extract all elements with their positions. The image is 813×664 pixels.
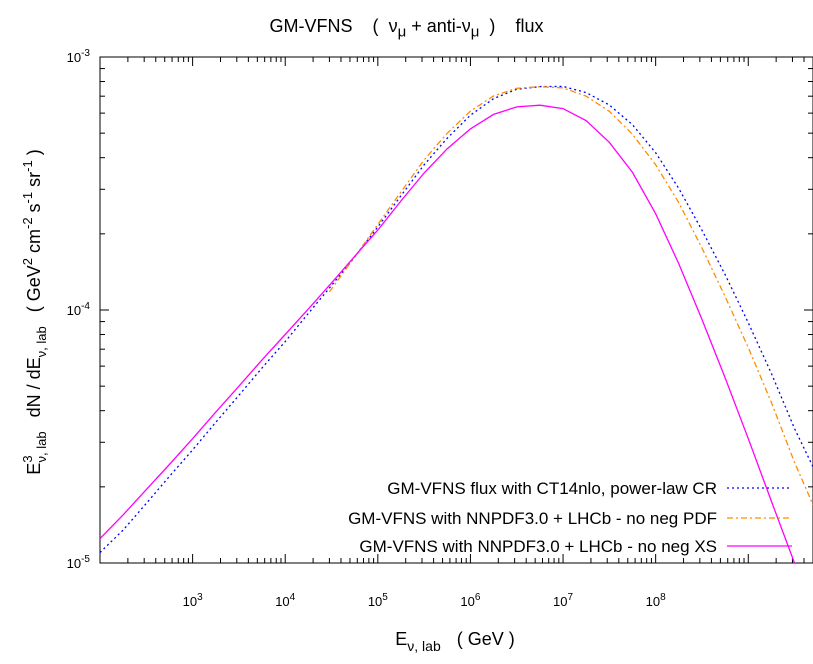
x-tick-label: 107 bbox=[553, 592, 573, 609]
title-close-paren: ) bbox=[489, 16, 496, 36]
chart-title: GM-VFNS ( νμ + anti-νμ ) flux bbox=[0, 16, 813, 41]
axis-tick-labels: 103 104 105 106 107 108 10-5 10-4 10-3 bbox=[67, 48, 666, 609]
legend-label-3: GM-VFNS with NNPDF3.0 + LHCb - no neg XS bbox=[359, 537, 717, 556]
y-tick-label: 10-5 bbox=[67, 554, 91, 571]
y-tick-label: 10-3 bbox=[67, 48, 91, 65]
title-mu-1: μ bbox=[397, 23, 407, 41]
series-line-1 bbox=[100, 85, 813, 553]
x-tick-label: 106 bbox=[460, 592, 480, 609]
y-axis-label: E3ν, labdN / dEν, lab( GeV2 cm-2 s-1 sr-… bbox=[20, 149, 49, 474]
x-axis-label: Eν, lab( GeV ) bbox=[395, 629, 515, 654]
series-line-3 bbox=[100, 104, 796, 563]
x-tick-label: 104 bbox=[275, 592, 295, 609]
series-lines bbox=[100, 85, 813, 563]
legend-label-1: GM-VFNS flux with CT14nlo, power-law CR bbox=[387, 479, 717, 498]
title-nu-1: ν bbox=[388, 16, 398, 36]
title-prefix: GM-VFNS bbox=[269, 16, 353, 36]
y-tick-label: 10-4 bbox=[67, 301, 91, 318]
series-line-2 bbox=[328, 86, 813, 505]
legend: GM-VFNS flux with CT14nlo, power-law CR G… bbox=[348, 479, 792, 556]
title-nu-2: ν bbox=[461, 16, 471, 36]
x-tick-label: 105 bbox=[368, 592, 388, 609]
axis-ticks bbox=[99, 56, 813, 564]
title-mu-2: μ bbox=[470, 23, 480, 41]
x-tick-label: 103 bbox=[183, 592, 203, 609]
title-open-paren: ( bbox=[372, 16, 379, 36]
title-plus-anti: + anti- bbox=[406, 16, 462, 36]
legend-label-2: GM-VFNS with NNPDF3.0 + LHCb - no neg PD… bbox=[348, 509, 717, 528]
title-tail: flux bbox=[515, 16, 544, 36]
x-tick-label: 108 bbox=[646, 592, 666, 609]
